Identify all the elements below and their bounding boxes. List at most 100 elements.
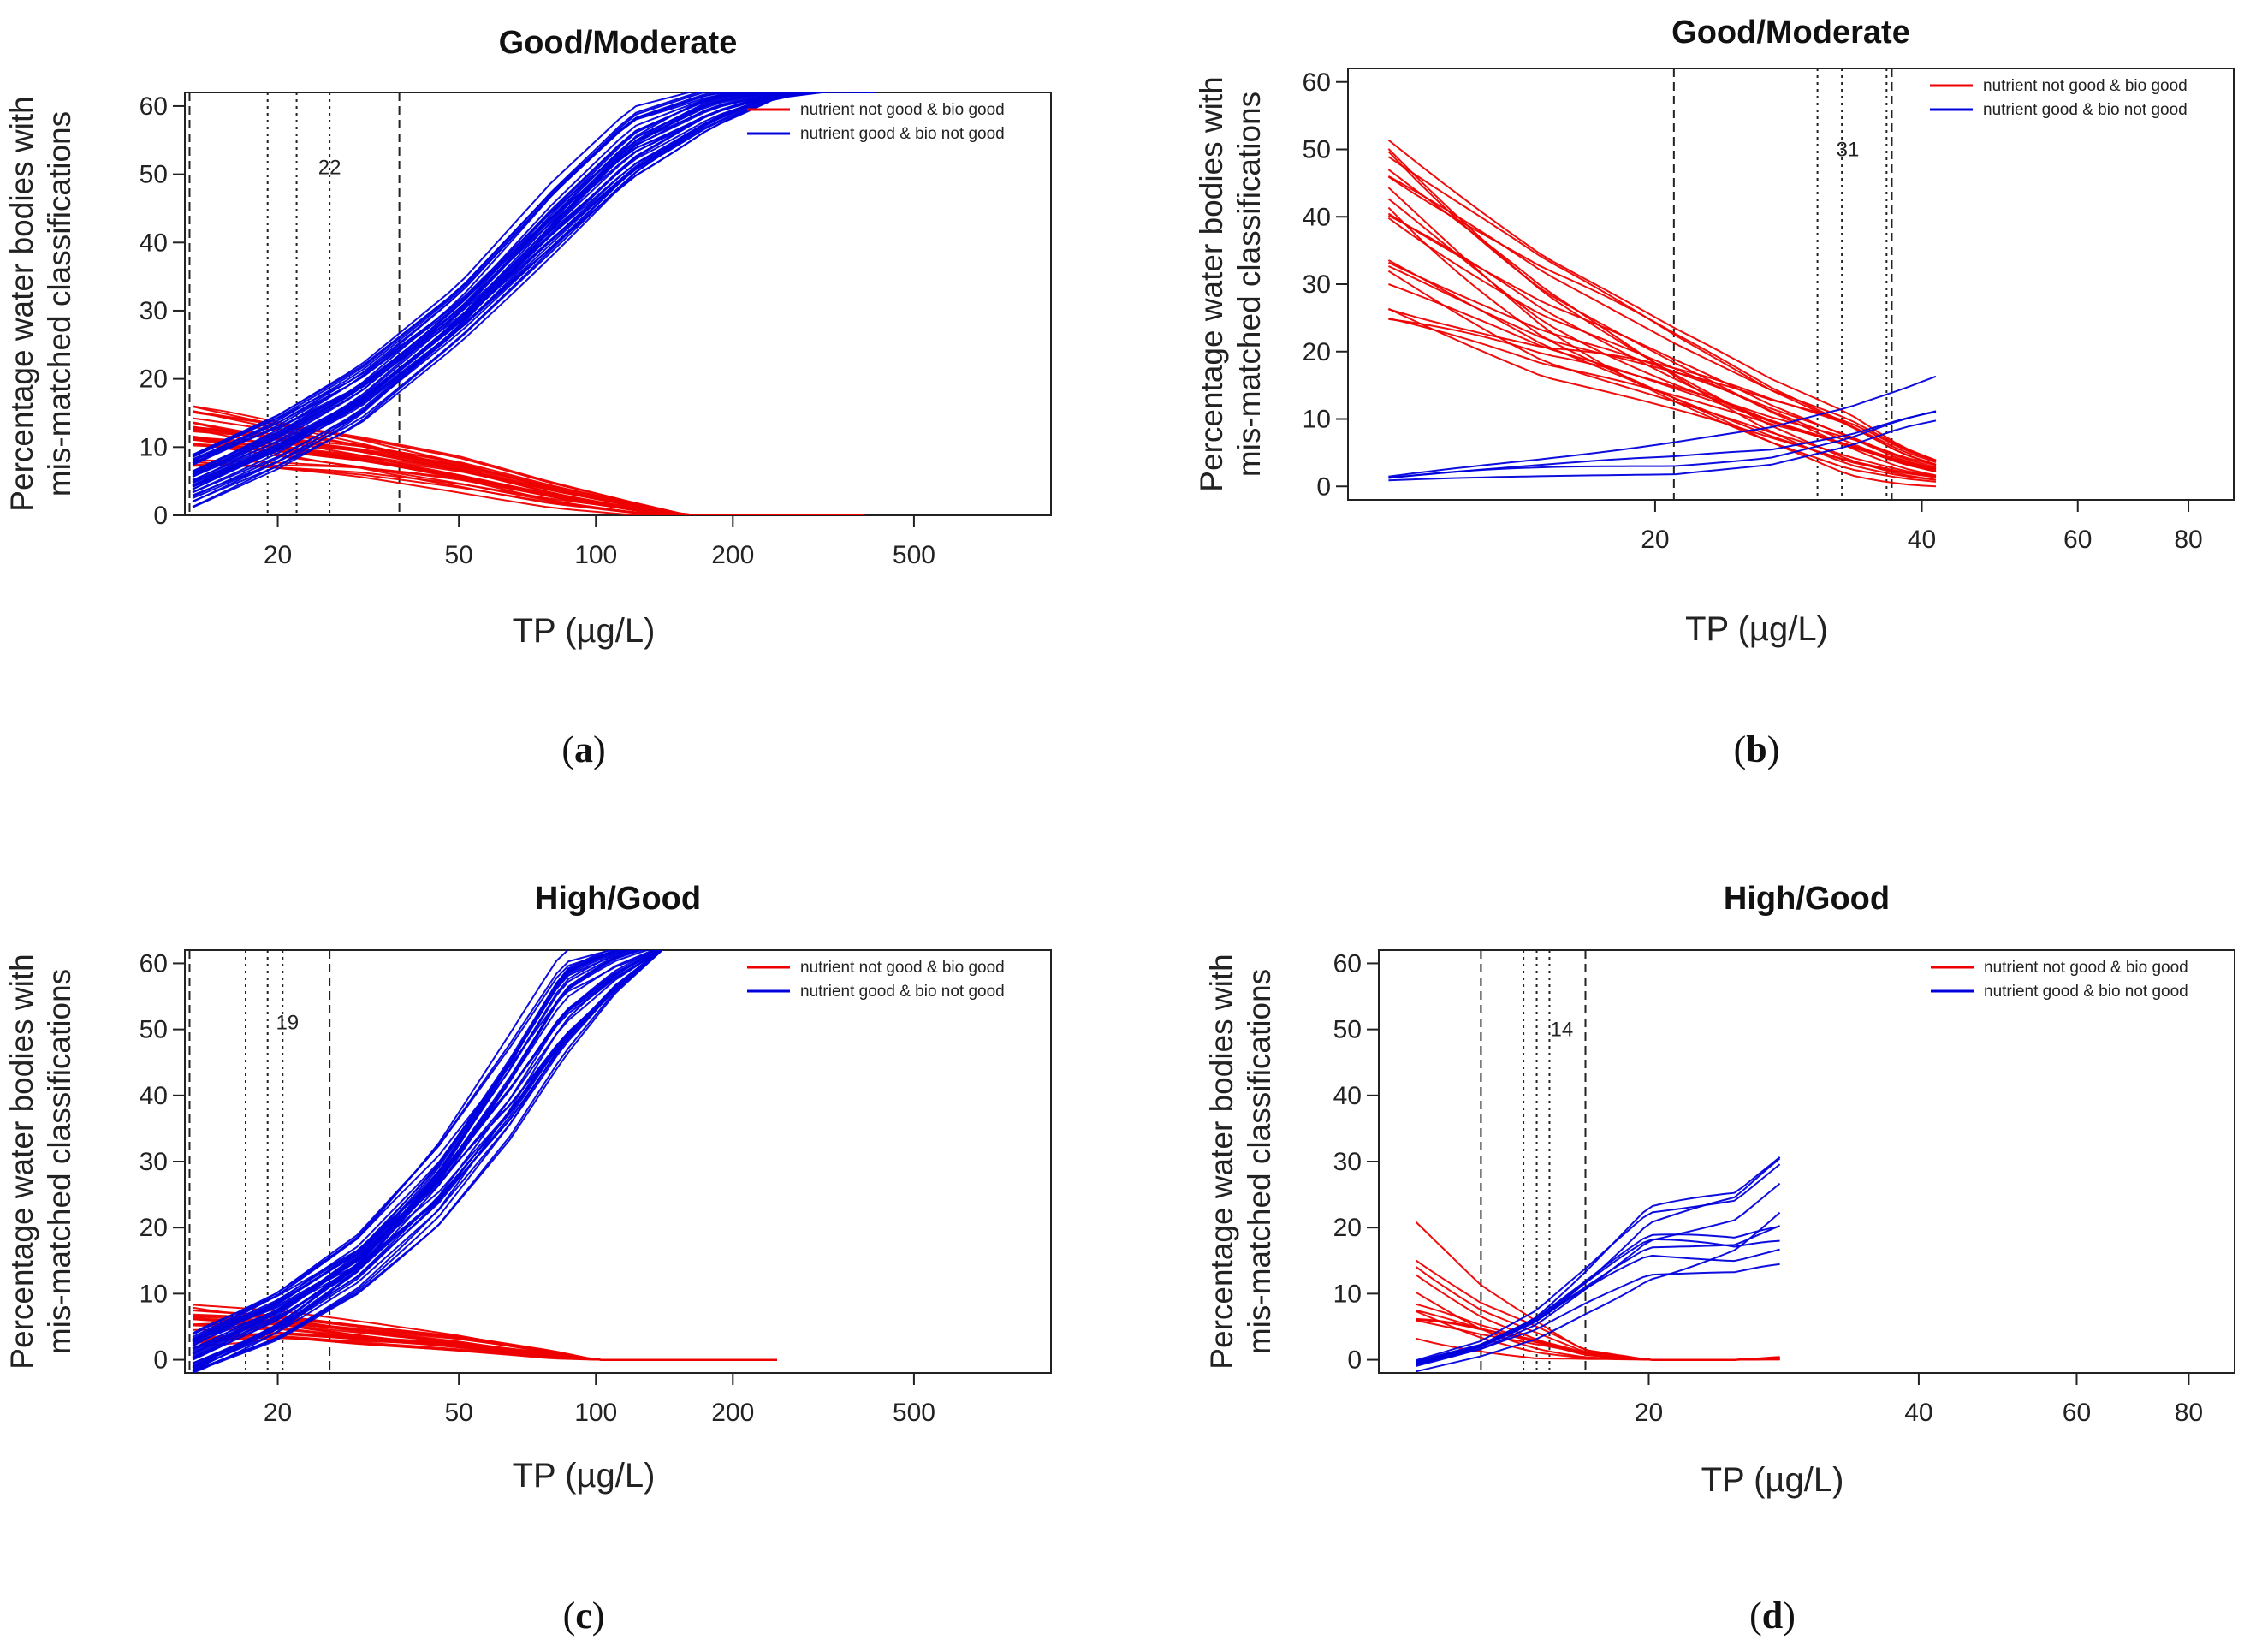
series-line [192,950,644,1360]
legend-label: nutrient good & bio not good [800,983,1005,1001]
panel-caption: (d) [1749,1595,1796,1637]
x-tick-label: 200 [711,1399,754,1427]
series-line [1387,206,1937,488]
y-tick-label: 20 [140,1214,168,1242]
x-axis-label: TP (µg/L) [1685,610,1828,648]
threshold-annotation: 14 [1551,1018,1574,1041]
y-tick-label: 10 [140,433,168,461]
series-line [192,92,876,458]
series-line [192,950,621,1358]
series-line [1416,1163,1781,1362]
series-line [192,950,663,1364]
series-red [1415,1221,1780,1361]
y-tick-label: 30 [1333,1148,1362,1176]
legend-label: nutrient good & bio not good [800,125,1005,143]
panel-c: High/Good 0 10 20 30 40 50 60 20 50 100 200 500 Perce… [4,881,1052,1637]
series-line [193,459,865,515]
series-line [192,950,660,1350]
y-tick-label: 60 [1303,68,1331,97]
x-axis-label: TP (µg/L) [513,612,656,650]
series-line [1387,139,1937,461]
series-line [1387,148,1937,481]
series-line [192,92,876,465]
chart-title: Good/Moderate [499,25,738,61]
series-line [192,950,615,1341]
x-axis-label: TP (µg/L) [513,1457,656,1495]
series-line [192,950,626,1373]
series-line [192,950,663,1343]
series-line [192,92,876,498]
y-tick-label: 10 [1333,1280,1362,1308]
series-line [192,950,650,1361]
series-line [192,437,865,515]
series-line [192,92,876,458]
x-tick-label: 20 [264,541,292,569]
series-line [192,92,876,487]
legend-label: nutrient not good & bio good [1984,959,2188,977]
series-line [1388,308,1937,464]
series-line [192,950,660,1341]
series-line [192,950,663,1342]
series-line [192,950,571,1338]
series-line [1416,1211,1781,1373]
x-tick-label: 20 [1635,1399,1663,1427]
x-axis-label: TP (µg/L) [1701,1461,1844,1499]
series-blue [1416,1156,1781,1373]
y-tick-label: 10 [1303,406,1331,434]
y-tick-label: 30 [140,297,168,325]
y-tick-label: 0 [1316,472,1331,501]
series-line [1387,175,1937,461]
y-axis-label: Percentage water bodies withmis-matched … [4,954,77,1369]
x-tick-label: 100 [574,1399,617,1427]
y-axis-label: Percentage water bodies withmis-matched … [4,96,77,511]
x-tick-label: 500 [893,1399,935,1427]
y-tick-label: 0 [1347,1346,1362,1375]
x-tick-label: 20 [264,1399,292,1427]
series-line [1387,217,1937,473]
series-line [192,443,865,515]
series-line [1416,1225,1780,1363]
series-line [193,1324,777,1361]
series-line [1387,212,1937,470]
series-line [193,463,865,515]
y-tick-label: 50 [1333,1016,1362,1044]
series-line [1416,1182,1781,1367]
series-line [192,950,663,1346]
series-line [192,950,663,1351]
series-line [1416,1225,1780,1364]
series-line [1387,214,1937,472]
series-line [192,950,663,1341]
legend-label: nutrient good & bio not good [1983,101,2188,119]
series-line [192,92,876,461]
y-tick-label: 0 [153,502,168,530]
legend-label: nutrient not good & bio good [800,101,1005,119]
legend-label: nutrient not good & bio good [800,959,1005,977]
series-line [193,431,865,515]
y-axis-label: Percentage water bodies withmis-matched … [1194,76,1267,491]
series-line [192,92,876,477]
series-line [192,92,876,473]
series-line [192,950,626,1354]
series-line [1387,265,1937,462]
panel-caption: (c) [563,1595,605,1637]
series-line [192,950,663,1372]
y-tick-label: 60 [140,92,168,121]
series-line [1415,1221,1780,1361]
series-line [192,950,626,1340]
panel-b: Good/Moderate 0 10 20 30 40 50 60 20 40 60 80 Percen… [1194,15,2235,770]
y-tick-label: 60 [140,949,168,978]
y-tick-label: 30 [1303,270,1331,299]
x-tick-label: 80 [2175,1399,2203,1427]
x-tick-label: 40 [1904,1399,1932,1427]
x-tick-label: 20 [1641,526,1669,554]
series-line [1388,410,1937,479]
y-tick-label: 40 [140,1082,168,1110]
series-line [192,950,662,1334]
series-line [192,950,637,1346]
x-tick-label: 50 [444,1399,472,1427]
panel-caption: (b) [1734,728,1780,770]
series-red [1387,139,1937,488]
series-line [192,92,876,474]
y-tick-label: 30 [140,1148,168,1176]
y-tick-label: 40 [1333,1082,1362,1110]
